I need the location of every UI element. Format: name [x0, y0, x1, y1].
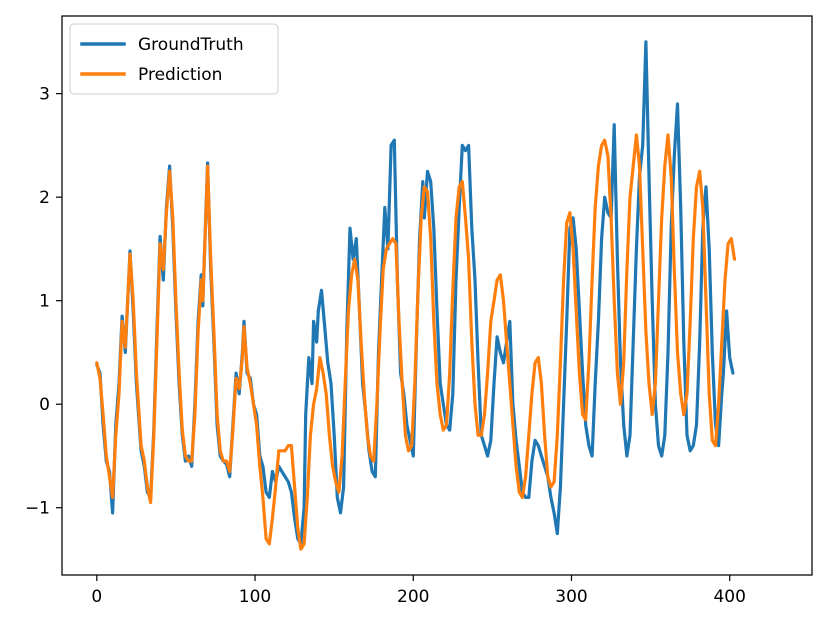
legend: GroundTruth Prediction — [69, 23, 279, 95]
legend-label-groundtruth: GroundTruth — [138, 35, 244, 55]
legend-label-prediction: Prediction — [138, 65, 222, 85]
x-tick-label: 400 — [713, 587, 745, 607]
y-tick-label: 0 — [39, 395, 50, 415]
x-tick-label: 200 — [397, 587, 429, 607]
legend-frame — [69, 23, 279, 95]
series-line-prediction — [95, 133, 737, 551]
y-axis: −1 0 1 2 3 — [25, 85, 62, 519]
y-tick-label: 1 — [39, 292, 50, 312]
series-layer — [95, 40, 737, 551]
y-tick-label: 2 — [39, 188, 50, 208]
y-tick-label: 3 — [39, 85, 50, 105]
x-tick-label: 0 — [91, 587, 102, 607]
plot-frame — [61, 15, 813, 576]
x-axis: 0 100 200 300 400 — [91, 575, 746, 607]
x-tick-label: 100 — [239, 587, 271, 607]
x-tick-label: 300 — [555, 587, 587, 607]
y-tick-label: −1 — [25, 499, 50, 519]
